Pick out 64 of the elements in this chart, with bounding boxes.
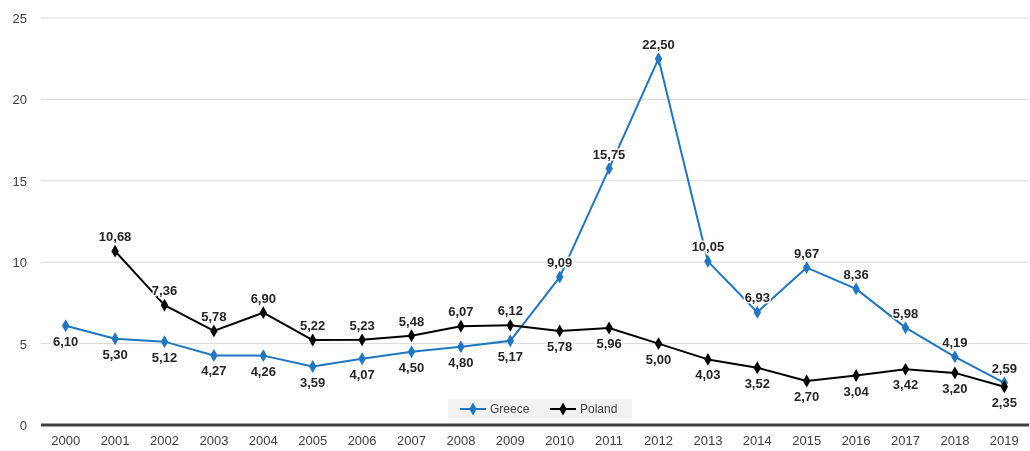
data-label: 4,27 [201, 363, 227, 379]
data-label: 6,90 [250, 290, 276, 306]
data-label: 4,26 [250, 363, 276, 379]
data-label: 9,67 [794, 245, 820, 261]
data-label: 3,59 [300, 374, 326, 390]
x-tick-label: 2008 [446, 433, 476, 448]
data-label: 2,59 [991, 360, 1017, 376]
x-tick-label: 2003 [199, 433, 229, 448]
data-label: 5,48 [398, 313, 425, 329]
data-label: 5,96 [596, 335, 622, 351]
data-label: 6,07 [448, 304, 474, 320]
x-tick-label: 2013 [693, 433, 723, 448]
x-tick-label: 2014 [742, 433, 772, 448]
data-label: 4,07 [349, 366, 375, 382]
data-label: 2,70 [794, 389, 820, 405]
y-tick-label: 10 [12, 255, 27, 271]
data-label: 5,12 [151, 349, 178, 365]
x-tick-label: 2011 [595, 433, 624, 448]
y-tick-label: 0 [19, 418, 27, 433]
data-label: 3,52 [744, 375, 770, 391]
x-tick-label: 2016 [841, 433, 871, 448]
x-tick-label: 2015 [792, 433, 822, 448]
data-label: 8,36 [843, 266, 869, 282]
data-label: 3,04 [843, 383, 870, 399]
data-label: 5,98 [892, 305, 919, 321]
data-label: 4,03 [695, 367, 721, 383]
data-label: 5,30 [102, 346, 128, 362]
x-tick-label: 2018 [940, 433, 970, 448]
y-tick-label: 5 [19, 336, 27, 352]
x-tick-label: 2009 [495, 433, 525, 448]
data-label: 10,68 [98, 229, 132, 245]
data-label: 2,35 [991, 394, 1017, 410]
data-label: 4,80 [448, 354, 474, 370]
data-label: 22,50 [642, 36, 675, 52]
data-label: 5,22 [300, 318, 326, 334]
data-label: 4,19 [942, 334, 968, 350]
data-label: 7,36 [151, 283, 178, 299]
x-tick-label: 2019 [989, 433, 1019, 448]
data-label: 6,93 [744, 290, 770, 306]
x-tick-label: 2004 [248, 433, 278, 448]
x-tick-label: 2012 [644, 433, 673, 448]
legend-label: Greece [490, 402, 530, 416]
y-tick-label: 25 [12, 11, 27, 26]
y-tick-label: 15 [12, 173, 27, 189]
x-tick-label: 2010 [545, 433, 575, 448]
data-label: 5,00 [645, 351, 672, 367]
data-label: 5,78 [547, 338, 573, 354]
x-tick-label: 2005 [298, 433, 328, 448]
data-label: 6,12 [497, 303, 523, 319]
data-label: 4,50 [398, 359, 425, 375]
data-label: 5,23 [349, 317, 375, 333]
data-label: 6,10 [53, 333, 79, 349]
data-label: 5,17 [497, 348, 523, 364]
y-tick-label: 20 [12, 92, 27, 108]
data-label: 5,78 [201, 308, 227, 324]
data-label: 3,20 [942, 380, 968, 396]
legend-label: Poland [580, 402, 618, 416]
x-tick-label: 2000 [51, 433, 81, 448]
x-tick-label: 2017 [891, 433, 920, 448]
x-tick-label: 2002 [150, 433, 179, 448]
data-label: 3,42 [892, 377, 919, 393]
x-tick-label: 2007 [397, 433, 426, 448]
x-tick-label: 2001 [100, 433, 130, 448]
x-tick-label: 2006 [347, 433, 377, 448]
